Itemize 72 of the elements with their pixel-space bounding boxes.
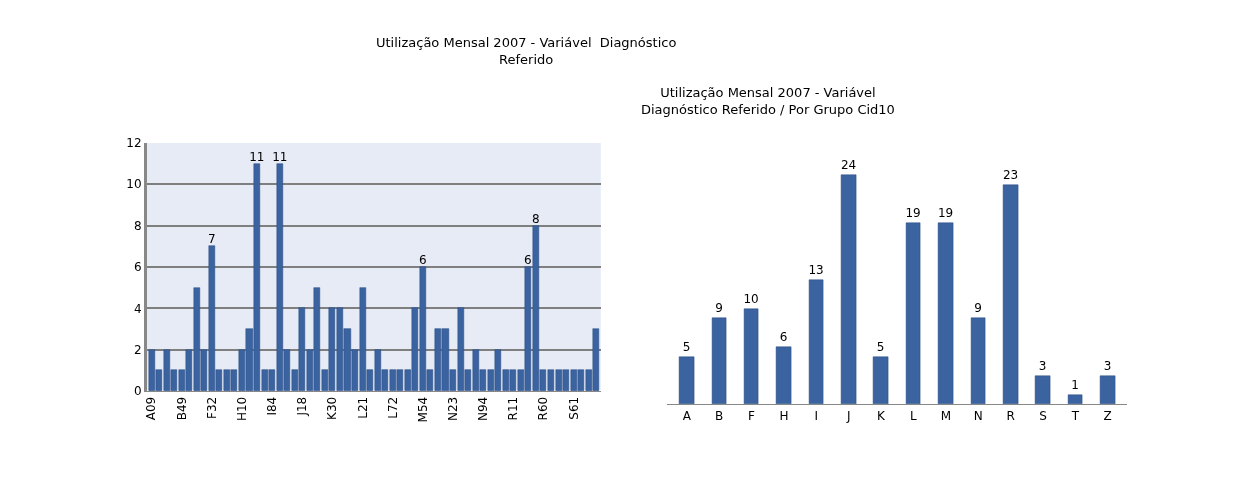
- data-label: 6: [779, 329, 788, 344]
- x-tick-label: M54: [415, 396, 430, 423]
- chart-title: Utilização Mensal 2007 - Variável Diagnóstico Referido / Por Grupo Cid10: [641, 85, 895, 117]
- data-label: 9: [974, 300, 982, 315]
- x-tick-label: H: [779, 408, 789, 423]
- y-tick-label: 0: [134, 384, 142, 399]
- y-tick-label: 6: [134, 260, 142, 275]
- x-tick-label: N94: [476, 396, 491, 422]
- x-tick-label: L72: [385, 396, 400, 419]
- x-tick-label: S: [1039, 408, 1047, 423]
- data-label: 8: [531, 211, 540, 226]
- y-tick-label: 4: [134, 301, 142, 316]
- data-label: 6: [418, 252, 427, 267]
- x-tick-label: L21: [355, 396, 370, 419]
- data-label: 5: [682, 339, 691, 354]
- x-tick-label: A09: [144, 396, 159, 421]
- x-tick-label: F32: [204, 396, 219, 419]
- bar: [1002, 184, 1019, 405]
- bar: [711, 317, 727, 405]
- x-tick-label: N23: [445, 396, 460, 422]
- y-tick-label: 2: [134, 342, 142, 357]
- x-tick-label: K: [877, 408, 887, 423]
- chart-title: Utilização Mensal 2007 - Variável Diagnóstico Referido: [376, 35, 677, 67]
- x-tick-label: T: [1070, 408, 1080, 423]
- x-tick-label: Z: [1103, 408, 1112, 423]
- bar: [678, 356, 695, 405]
- data-label: 7: [207, 231, 216, 246]
- bar: [743, 308, 759, 405]
- data-label: 24: [840, 157, 857, 172]
- bar: [1099, 375, 1116, 405]
- x-tick-label: J18: [295, 396, 310, 417]
- x-tick-label: I84: [265, 396, 280, 416]
- x-tick-label: R60: [536, 396, 551, 421]
- x-tick-label: K30: [325, 396, 340, 420]
- x-tick-label: M: [940, 408, 951, 423]
- data-label: 19: [905, 205, 921, 220]
- data-label: 5: [876, 339, 885, 354]
- y-tick-label: 8: [134, 218, 142, 233]
- bar: [937, 222, 954, 405]
- x-tick-label: B: [715, 408, 724, 423]
- bar: [808, 279, 824, 405]
- x-tick-label: A: [682, 408, 692, 423]
- data-label: 13: [808, 262, 824, 277]
- data-label: 6: [523, 252, 532, 267]
- bar: [872, 356, 889, 405]
- y-tick-label: 12: [126, 136, 142, 151]
- data-label: 23: [1002, 167, 1019, 182]
- data-label: 10: [743, 291, 759, 306]
- x-tick-label: F: [748, 408, 756, 423]
- bar: [840, 174, 857, 405]
- x-tick-label: N: [973, 408, 983, 423]
- bar: [775, 346, 792, 405]
- bar: [1067, 394, 1083, 405]
- data-label: 9: [715, 300, 723, 315]
- data-label: 11: [272, 149, 288, 164]
- x-tick-label: R: [1006, 408, 1015, 423]
- bar: [905, 222, 921, 405]
- x-tick-label: B49: [174, 396, 189, 421]
- x-tick-label: I: [814, 408, 819, 423]
- bar: [970, 317, 986, 405]
- x-tick-label: S61: [566, 396, 581, 420]
- data-label: 11: [249, 149, 265, 164]
- bar: [1034, 375, 1051, 405]
- x-tick-label: L: [910, 408, 918, 423]
- data-label: 3: [1038, 358, 1047, 373]
- y-tick-label: 10: [126, 177, 142, 192]
- data-label: 1: [1071, 377, 1079, 392]
- data-label: 19: [937, 205, 954, 220]
- x-tick-label: H10: [234, 396, 249, 422]
- x-tick-label: J: [845, 408, 851, 423]
- data-label: 3: [1103, 358, 1112, 373]
- x-tick-label: R11: [506, 396, 521, 421]
